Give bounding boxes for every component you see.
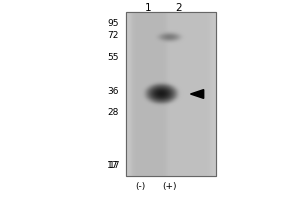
Text: 55: 55: [107, 52, 118, 62]
Text: 17: 17: [107, 160, 118, 170]
Text: 2: 2: [175, 3, 182, 13]
Text: 72: 72: [107, 30, 118, 40]
Text: 36: 36: [107, 86, 118, 96]
Bar: [126, 12, 216, 176]
Text: 28: 28: [107, 108, 118, 117]
Text: (-): (-): [135, 182, 146, 192]
Polygon shape: [190, 90, 204, 98]
Text: (+): (+): [162, 182, 177, 192]
Text: 17: 17: [109, 160, 120, 170]
Bar: [126, 12, 216, 176]
Text: 95: 95: [107, 19, 118, 27]
Text: 1: 1: [145, 3, 152, 13]
